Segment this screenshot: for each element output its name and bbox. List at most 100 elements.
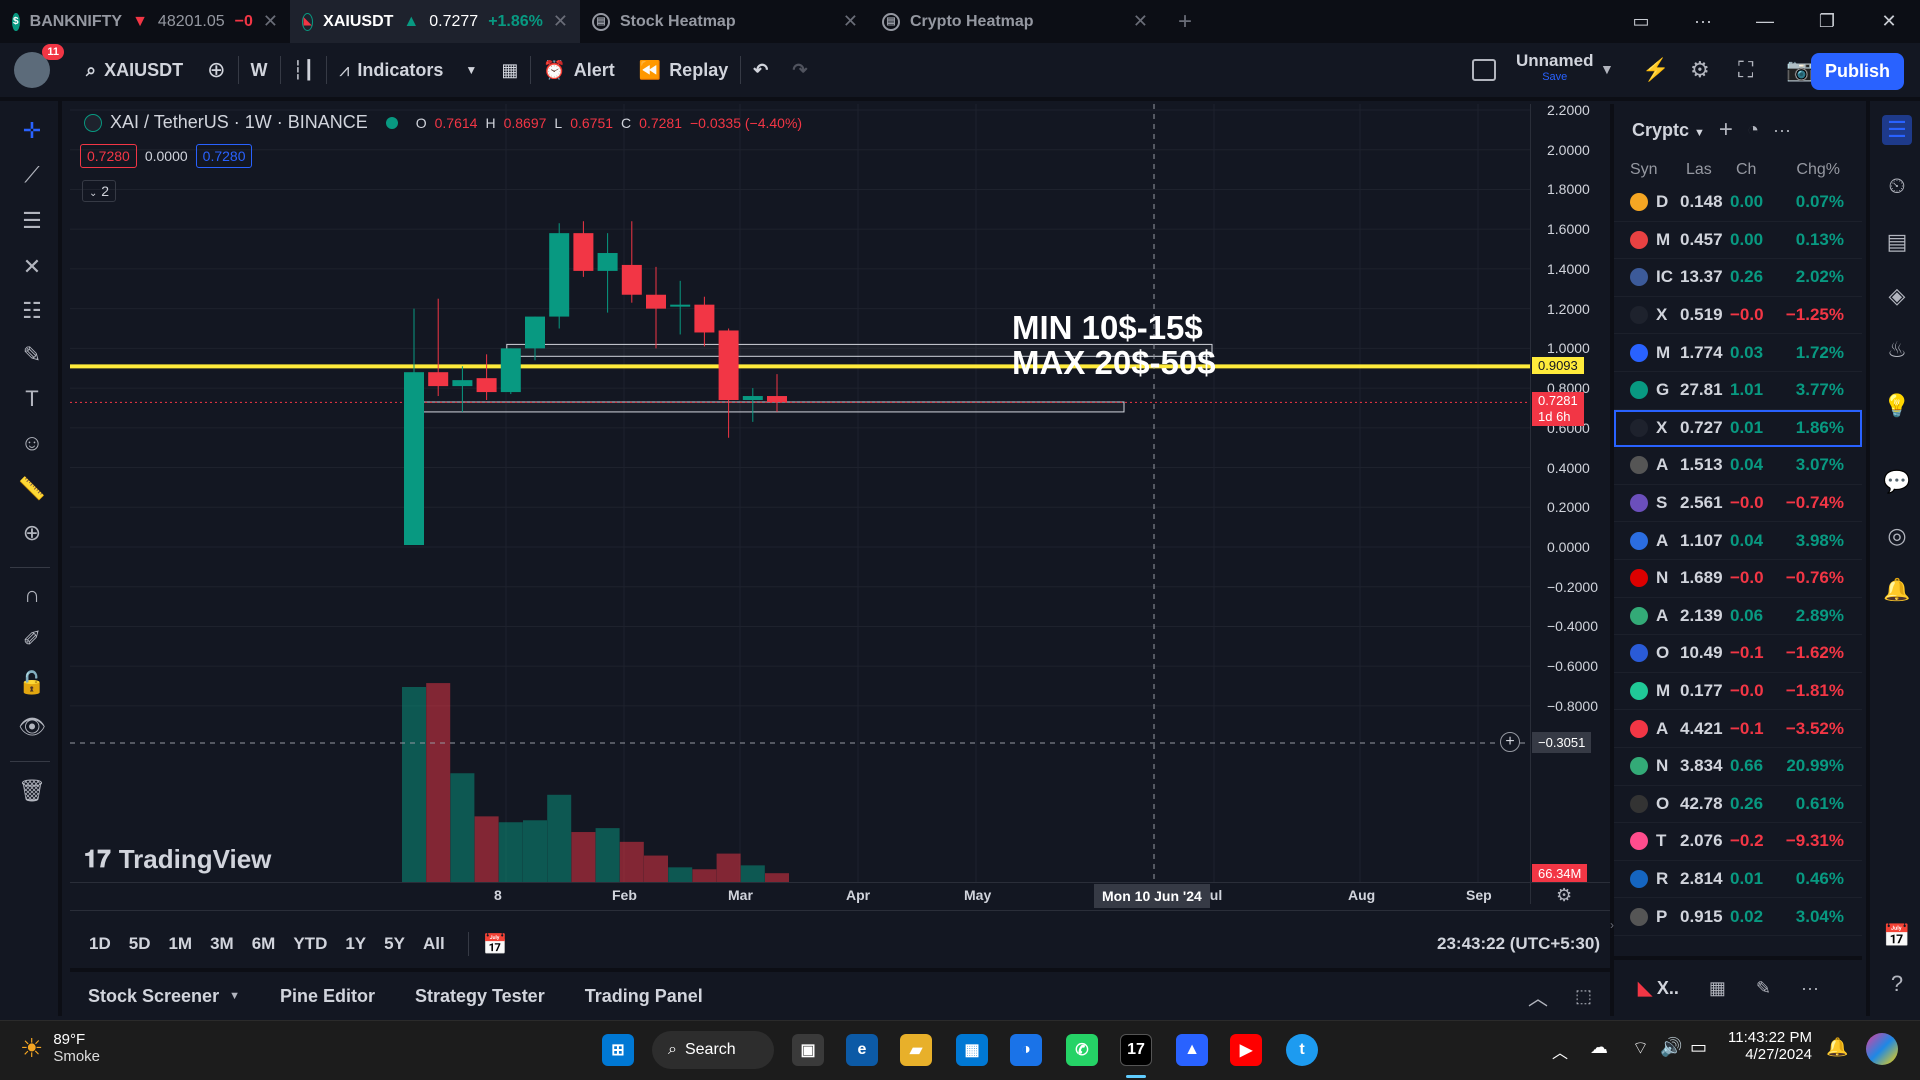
alert-button[interactable]: ⏰ Alert bbox=[531, 41, 626, 99]
copilot-taskbar-icon[interactable] bbox=[1866, 1033, 1898, 1065]
file-explorer-icon[interactable]: ▰ bbox=[900, 1034, 932, 1066]
watchlist-row[interactable]: R 2.814 0.01 0.46% bbox=[1614, 861, 1862, 899]
trend-line-icon[interactable]: ⟋ bbox=[24, 162, 40, 187]
onedrive-cloud-icon[interactable]: ☁ bbox=[1590, 1037, 1608, 1057]
brush-icon[interactable]: ✎ bbox=[22, 342, 42, 367]
chevron-up-icon[interactable]: ︿ bbox=[1528, 987, 1548, 1010]
pattern-icon[interactable]: ✕ bbox=[22, 254, 42, 279]
zoom-in-icon[interactable]: ⊕ bbox=[22, 520, 42, 545]
watchlist-row[interactable]: N 1.689 −0.0 −0.76% bbox=[1614, 560, 1862, 598]
column-change-pct[interactable]: Chg% bbox=[1796, 161, 1840, 178]
watchlist-row[interactable]: A 4.421 −0.1 −3.52% bbox=[1614, 710, 1862, 748]
chart-annotation[interactable]: MIN 10$-15$ MAX 20$-50$ bbox=[1012, 310, 1216, 380]
windows-start-icon[interactable]: ⊞ bbox=[602, 1034, 634, 1066]
chart-title[interactable]: XAI / TetherUS · 1W · BINANCE bbox=[110, 112, 368, 132]
maximize-panel-icon[interactable]: ⬚ bbox=[1574, 985, 1592, 1006]
indicators-collapse-toggle[interactable]: ⌄ 2 bbox=[82, 180, 117, 202]
close-tab-icon[interactable]: ✕ bbox=[842, 11, 858, 31]
trash-icon[interactable]: 🗑 bbox=[18, 778, 46, 803]
watchlist-row[interactable]: X 0.519 −0.0 −1.25% bbox=[1614, 297, 1862, 335]
advanced-view-icon[interactable]: ◔ bbox=[1746, 118, 1760, 141]
close-tab-icon[interactable]: ✕ bbox=[552, 11, 568, 31]
watchlist-row[interactable]: M 0.457 0.00 0.13% bbox=[1614, 222, 1862, 260]
more-icon[interactable]: ··· bbox=[1694, 11, 1712, 31]
crosshair-icon[interactable]: ✛ bbox=[22, 118, 42, 143]
watchlist-row[interactable]: G 27.81 1.01 3.77% bbox=[1614, 372, 1862, 410]
forecasting-icon[interactable]: ☷ bbox=[22, 298, 42, 323]
hotlists-fire-icon[interactable]: ♨ bbox=[1887, 337, 1907, 362]
settings-gear-icon[interactable]: ⚙ bbox=[1690, 57, 1710, 82]
draw-lock-icon[interactable]: ✐ bbox=[22, 626, 42, 651]
watchlist-row[interactable]: A 2.139 0.06 2.89% bbox=[1614, 598, 1862, 636]
grid-icon[interactable]: ▦ bbox=[1708, 977, 1726, 998]
new-tab-icon[interactable]: + bbox=[1177, 7, 1192, 35]
watchlist-row[interactable]: T 2.076 −0.2 −9.31% bbox=[1614, 823, 1862, 861]
add-symbol-icon[interactable]: + bbox=[1718, 116, 1733, 143]
text-icon[interactable]: T bbox=[25, 386, 39, 411]
restore-icon[interactable]: ❐ bbox=[1818, 11, 1836, 31]
undo-button[interactable]: ↶ bbox=[741, 41, 780, 99]
close-tab-icon[interactable]: ✕ bbox=[1132, 11, 1148, 31]
watchlist-row[interactable]: P 0.915 0.02 3.04% bbox=[1614, 898, 1862, 936]
help-icon[interactable]: ? bbox=[1890, 971, 1904, 996]
wifi-icon[interactable]: ⌔ bbox=[1632, 1038, 1649, 1058]
column-symbol[interactable]: Syn bbox=[1630, 161, 1658, 178]
watchlist-row[interactable]: M 1.774 0.03 1.72% bbox=[1614, 334, 1862, 372]
column-last[interactable]: Las bbox=[1686, 161, 1712, 178]
fullscreen-icon[interactable]: ⛶ bbox=[1738, 57, 1754, 82]
watchlist-row[interactable]: A 1.107 0.04 3.98% bbox=[1614, 522, 1862, 560]
symbol-search[interactable]: ⌕ XAIUSDT bbox=[74, 41, 195, 99]
close-window-icon[interactable]: ✕ bbox=[1881, 11, 1897, 31]
edge-browser-icon[interactable]: e bbox=[846, 1034, 878, 1066]
range-button[interactable]: 5D bbox=[128, 934, 151, 953]
replay-button[interactable]: ⏪ Replay bbox=[627, 41, 740, 99]
range-button[interactable]: 1M bbox=[168, 934, 193, 953]
weather-widget[interactable]: ☀ 89°F Smoke bbox=[20, 1031, 100, 1065]
tab-strategy-tester[interactable]: Strategy Tester bbox=[414, 985, 545, 1006]
timezone-clock[interactable]: 23:43:22 (UTC+5:30) bbox=[1437, 934, 1600, 953]
calendar-icon[interactable]: 📅 bbox=[482, 933, 508, 956]
camera-icon[interactable]: 📷 bbox=[1786, 57, 1814, 82]
magnet-icon[interactable]: ∩ bbox=[24, 582, 40, 607]
system-clock[interactable]: 11:43:22 PM 4/27/2024 bbox=[1728, 1029, 1812, 1063]
price-axis[interactable]: 2.2000 2.0000 1.8000 1.6000 1.4000 1.2000 1.00… bbox=[1530, 104, 1610, 904]
time-axis[interactable]: 8 Feb Mar Apr May Jul Aug Sep bbox=[70, 882, 1610, 908]
copilot-icon[interactable]: ◑ bbox=[1010, 1034, 1042, 1066]
chevron-up-icon[interactable]: ︿ bbox=[1552, 1045, 1569, 1062]
tab-xaiusdt[interactable]: ◣ XAIUSDT ▲ 0.7277 +1.86% ✕ bbox=[290, 0, 580, 43]
watchlist-row[interactable]: X 0.727 0.01 1.86% bbox=[1614, 409, 1862, 448]
calendar-icon[interactable]: 📅 bbox=[1883, 923, 1911, 948]
notification-bell-icon[interactable]: 🔔 bbox=[1826, 1037, 1849, 1057]
whatsapp-icon[interactable]: ✆ bbox=[1066, 1034, 1098, 1066]
range-button[interactable]: All bbox=[422, 934, 445, 953]
fib-retracement-icon[interactable]: ☰ bbox=[22, 208, 42, 233]
eye-icon[interactable]: 👁 bbox=[18, 714, 46, 739]
watchlist-name[interactable]: Cryptc ▼ bbox=[1632, 120, 1705, 141]
indicators-button[interactable]: ⩘ Indicators ▼ bbox=[327, 41, 489, 99]
more-icon[interactable]: ··· bbox=[1800, 977, 1819, 998]
layers-icon[interactable]: ◈ bbox=[1888, 283, 1906, 308]
layout-name[interactable]: Unnamed Save bbox=[1516, 51, 1593, 83]
quick-search-icon[interactable]: ⚡ bbox=[1642, 57, 1670, 82]
ideas-lightbulb-icon[interactable]: 💡 bbox=[1883, 393, 1911, 418]
redo-button[interactable]: ↷ bbox=[780, 41, 819, 99]
publish-button[interactable]: Publish bbox=[1810, 53, 1904, 90]
range-button[interactable]: 1D bbox=[89, 934, 111, 953]
lock-icon[interactable]: 🔓 bbox=[18, 670, 46, 695]
emoji-icon[interactable]: ☺ bbox=[20, 430, 44, 455]
tab-pine-editor[interactable]: Pine Editor bbox=[279, 985, 375, 1006]
layout-icon[interactable]: ▭ bbox=[1632, 11, 1650, 31]
battery-icon[interactable]: ▭ bbox=[1690, 1037, 1708, 1057]
range-button[interactable]: 6M bbox=[251, 934, 276, 953]
chart-type-button[interactable]: ┆┃ bbox=[281, 41, 327, 99]
chevron-down-icon[interactable]: ▼ bbox=[1600, 61, 1614, 77]
twitter-icon[interactable]: t bbox=[1286, 1034, 1318, 1066]
column-change[interactable]: Ch bbox=[1736, 161, 1757, 178]
microsoft-store-icon[interactable]: ▦ bbox=[956, 1034, 988, 1066]
volume-icon[interactable]: 🔊 bbox=[1660, 1037, 1683, 1057]
add-plus-icon[interactable]: + bbox=[1500, 732, 1520, 752]
buy-price[interactable]: 0.7280 bbox=[195, 144, 253, 168]
watchlist-row[interactable]: M 0.177 −0.0 −1.81% bbox=[1614, 673, 1862, 711]
edit-icon[interactable]: ✎ bbox=[1755, 977, 1771, 998]
